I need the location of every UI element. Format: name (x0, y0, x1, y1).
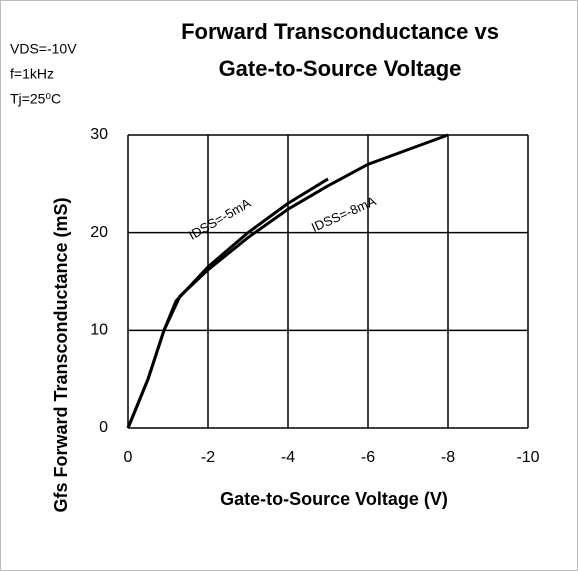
chart-title: Gate-to-Source Voltage (219, 56, 462, 81)
annotation: f=1kHz (10, 66, 54, 82)
y-tick-label: 0 (99, 419, 108, 436)
y-axis-label: Gfs Forward Transconductance (mS) (51, 197, 71, 512)
chart-title: Forward Transconductance vs (181, 19, 499, 44)
y-tick-label: 20 (90, 224, 108, 241)
x-tick-label: -10 (516, 449, 539, 466)
y-tick-label: 30 (90, 126, 108, 143)
x-tick-label: -4 (281, 449, 295, 466)
annotation: Tj=25⁰C (10, 91, 61, 107)
y-tick-label: 10 (90, 322, 108, 339)
annotation: VDS=-10V (10, 41, 77, 57)
x-axis-label: Gate-to-Source Voltage (V) (220, 489, 448, 509)
x-tick-label: 0 (124, 449, 133, 466)
x-tick-label: -6 (361, 449, 375, 466)
x-tick-label: -2 (201, 449, 215, 466)
series-line (126, 133, 449, 429)
x-tick-label: -8 (441, 449, 455, 466)
